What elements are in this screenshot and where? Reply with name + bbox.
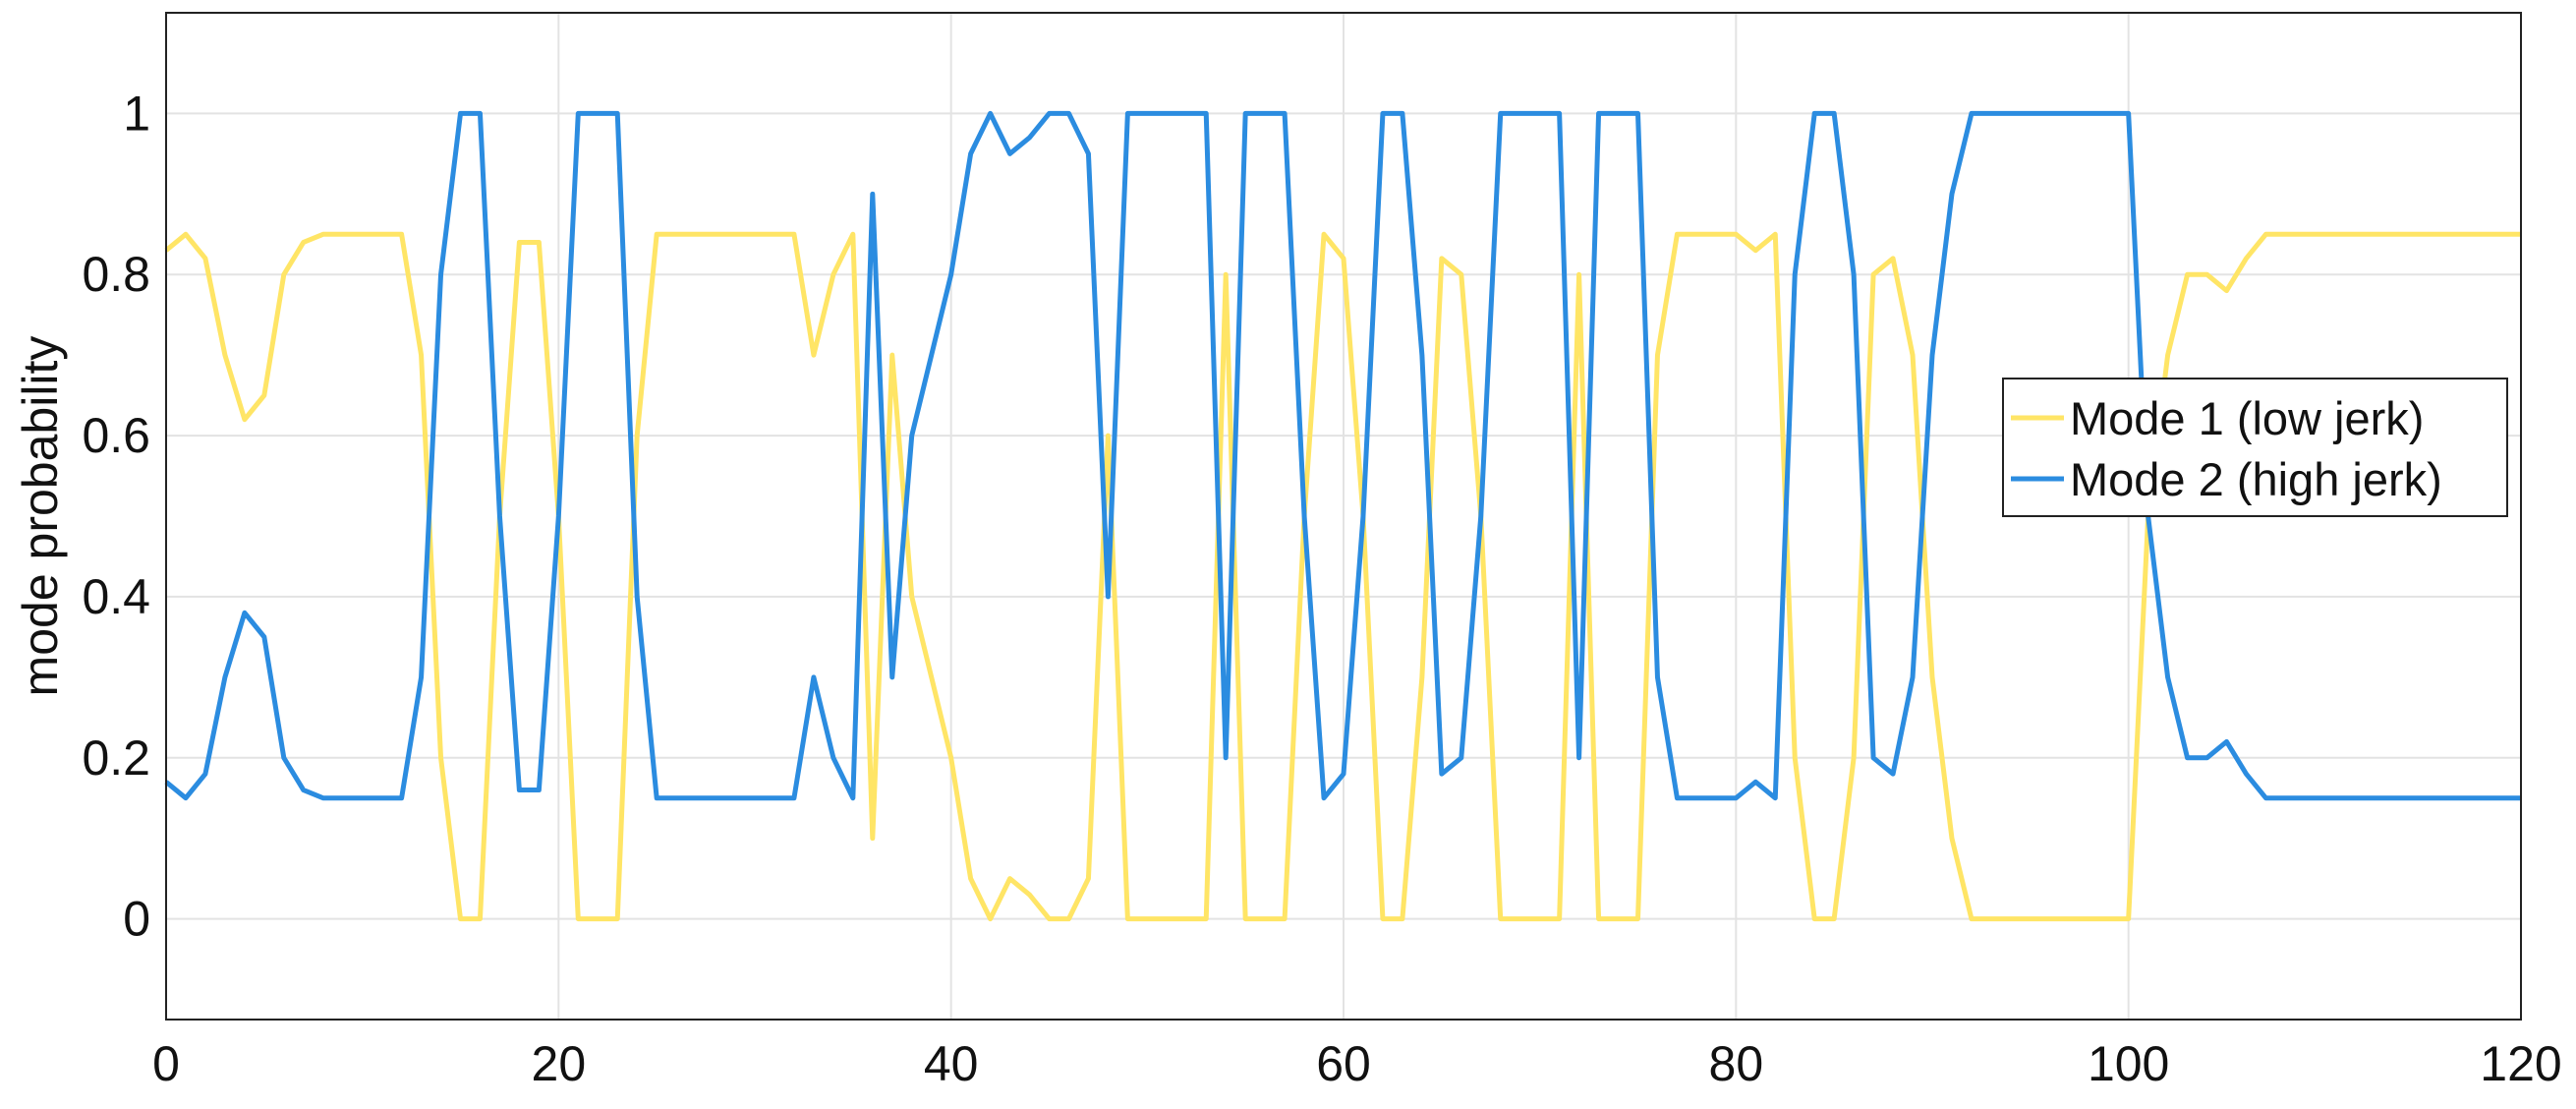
- x-tick-label: 120: [2480, 1036, 2561, 1091]
- x-tick-label: 100: [2088, 1036, 2169, 1091]
- y-tick-label: 1: [123, 86, 150, 141]
- legend-label: Mode 2 (high jerk): [2070, 453, 2442, 505]
- x-tick-label: 20: [532, 1036, 587, 1091]
- legend-box: [2002, 378, 2508, 517]
- series-line: [164, 110, 2521, 801]
- x-tick-label: 60: [1316, 1036, 1371, 1091]
- x-tick-label: 40: [924, 1036, 979, 1091]
- y-tick-label: 0.6: [82, 408, 150, 463]
- plot-frame: [165, 12, 2522, 1021]
- y-tick-label: 0.2: [82, 730, 150, 786]
- y-tick-label: 0: [123, 892, 150, 947]
- y-tick-label: 0.4: [82, 569, 150, 624]
- legend-label: Mode 1 (low jerk): [2070, 392, 2424, 444]
- y-tick-label: 0.8: [82, 247, 150, 302]
- x-tick-label: 0: [152, 1036, 180, 1091]
- y-axis-label: mode probability: [13, 336, 68, 697]
- x-tick-label: 80: [1709, 1036, 1764, 1091]
